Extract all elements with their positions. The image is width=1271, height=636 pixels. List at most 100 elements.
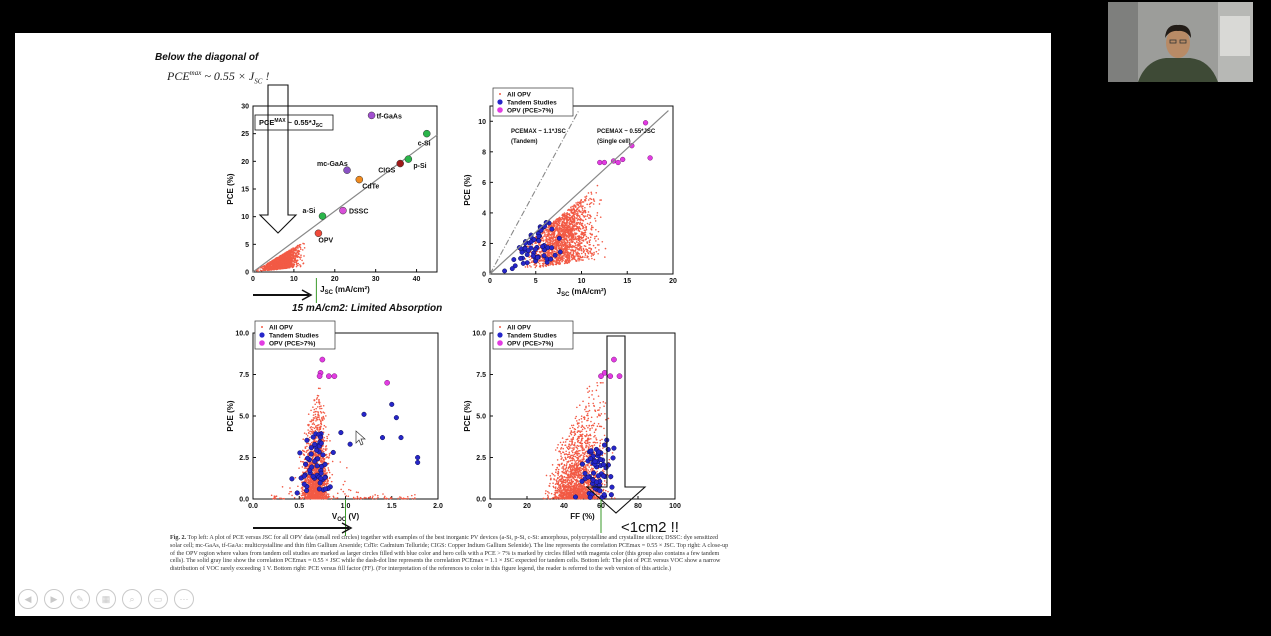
all-opv-point bbox=[576, 213, 579, 216]
all-opv-point bbox=[298, 256, 301, 259]
all-opv-point bbox=[558, 218, 560, 221]
all-opv-point bbox=[300, 494, 303, 497]
all-opv-point bbox=[315, 486, 318, 488]
all-opv-point bbox=[566, 250, 569, 253]
all-opv-point bbox=[565, 250, 567, 252]
all-opv-point bbox=[568, 217, 571, 219]
all-opv-point bbox=[578, 210, 581, 213]
all-opv-point bbox=[598, 249, 600, 251]
all-opv-point bbox=[546, 240, 549, 242]
formula-max: max bbox=[189, 69, 202, 77]
all-opv-point bbox=[278, 266, 281, 269]
all-opv-point bbox=[558, 229, 560, 232]
tandem-point bbox=[531, 237, 537, 242]
legend-swatch-all-opv bbox=[499, 93, 501, 95]
all-opv-point bbox=[542, 265, 545, 268]
all-opv-point bbox=[306, 445, 308, 448]
all-opv-point bbox=[571, 220, 574, 222]
all-opv-point bbox=[581, 201, 584, 203]
all-opv-point bbox=[546, 253, 549, 256]
x-axis-label: JSC (mA/cm²) bbox=[320, 285, 370, 296]
all-opv-point bbox=[311, 423, 314, 425]
all-opv-point bbox=[551, 255, 553, 258]
all-opv-point bbox=[273, 496, 276, 499]
all-opv-point bbox=[285, 263, 287, 266]
all-opv-point bbox=[587, 213, 589, 216]
all-opv-point bbox=[288, 259, 291, 261]
all-opv-point bbox=[577, 221, 580, 224]
hero-point bbox=[620, 156, 626, 163]
all-opv-point bbox=[561, 257, 564, 259]
all-opv-point bbox=[295, 265, 298, 268]
all-opv-point bbox=[581, 222, 584, 225]
all-opv-point bbox=[322, 457, 325, 460]
jsc-right-arrow-head bbox=[301, 289, 313, 301]
all-opv-point bbox=[590, 226, 593, 229]
all-opv-point bbox=[596, 244, 599, 246]
all-opv-point bbox=[572, 257, 575, 260]
all-opv-point bbox=[319, 387, 321, 390]
all-opv-point bbox=[275, 266, 278, 269]
all-opv-point bbox=[263, 266, 266, 268]
all-opv-point bbox=[301, 497, 304, 500]
inorganic-label: DSSC bbox=[349, 209, 368, 216]
all-opv-point bbox=[323, 440, 326, 442]
all-opv-point bbox=[597, 252, 599, 255]
all-opv-point bbox=[559, 219, 561, 222]
all-opv-point bbox=[546, 238, 548, 240]
all-opv-point bbox=[336, 497, 339, 499]
all-opv-point bbox=[382, 493, 384, 495]
all-opv-point bbox=[327, 433, 330, 436]
all-opv-point bbox=[301, 490, 303, 493]
all-opv-point bbox=[578, 218, 581, 221]
y-tick-label: 20 bbox=[241, 159, 249, 166]
tandem-point bbox=[533, 246, 539, 252]
all-opv-point bbox=[539, 252, 542, 254]
all-opv-point bbox=[302, 471, 304, 473]
all-opv-point bbox=[270, 261, 273, 264]
all-opv-point bbox=[307, 442, 310, 445]
all-opv-point bbox=[537, 261, 540, 264]
all-opv-point bbox=[589, 236, 592, 239]
all-opv-point bbox=[526, 264, 529, 267]
all-opv-point bbox=[595, 191, 598, 194]
all-opv-point bbox=[572, 251, 575, 254]
all-opv-point bbox=[589, 197, 591, 200]
tandem-point bbox=[556, 235, 562, 241]
inorganic-label: OPV bbox=[318, 237, 333, 244]
all-opv-point bbox=[344, 493, 346, 495]
all-opv-point bbox=[270, 269, 272, 271]
all-opv-point bbox=[556, 258, 558, 261]
all-opv-point bbox=[579, 221, 582, 224]
x-tick-label: 0.5 bbox=[294, 503, 304, 510]
all-opv-point bbox=[544, 233, 546, 235]
all-opv-point bbox=[595, 228, 597, 231]
all-opv-point bbox=[548, 230, 550, 233]
all-opv-point bbox=[573, 210, 576, 213]
all-opv-point bbox=[265, 263, 268, 266]
all-opv-point bbox=[318, 403, 321, 405]
all-opv-point bbox=[552, 223, 555, 226]
all-opv-point bbox=[307, 465, 309, 468]
formula-exclaim: ! bbox=[262, 69, 270, 83]
all-opv-point bbox=[312, 414, 315, 416]
tandem-point bbox=[540, 244, 546, 250]
all-opv-point bbox=[287, 262, 290, 265]
all-opv-point bbox=[559, 247, 562, 250]
all-opv-point bbox=[289, 487, 291, 489]
all-opv-point bbox=[589, 247, 591, 249]
all-opv-point bbox=[582, 227, 584, 229]
all-opv-point bbox=[595, 235, 598, 238]
all-opv-point bbox=[573, 245, 575, 247]
all-opv-point bbox=[274, 265, 276, 267]
all-opv-point bbox=[376, 494, 379, 497]
all-opv-point bbox=[280, 254, 283, 257]
all-opv-point bbox=[298, 252, 300, 255]
tandem-point bbox=[535, 255, 540, 260]
all-opv-point bbox=[297, 249, 299, 252]
all-opv-point bbox=[566, 230, 568, 232]
all-opv-point bbox=[302, 487, 304, 489]
all-opv-point bbox=[579, 238, 581, 241]
all-opv-point bbox=[585, 197, 587, 200]
